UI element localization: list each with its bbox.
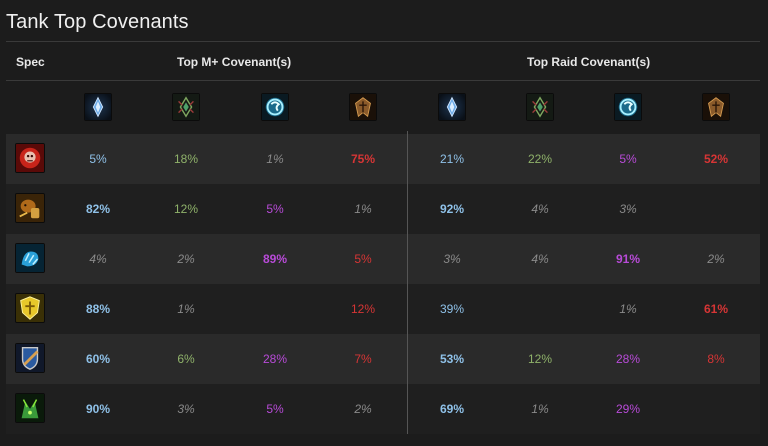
- covenant-percentage-cell: 91%: [615, 252, 641, 266]
- raid-column-header: Top Raid Covenant(s): [527, 55, 651, 69]
- protection-paladin-icon: [15, 293, 45, 323]
- covenant-percentage-cell: 12%: [350, 302, 376, 316]
- venthyr-icon: [349, 93, 377, 121]
- necrolord-icon: [526, 93, 554, 121]
- covenant-percentage-cell: 22%: [527, 152, 553, 166]
- table-row: 5% 18% 1% 75% 21% 22% 5% 52%: [6, 134, 760, 184]
- vengeance-demon-hunter-icon: [15, 393, 45, 423]
- covenant-percentage-cell: 88%: [85, 302, 111, 316]
- covenant-percentage-cell: 5%: [266, 202, 284, 216]
- covenant-percentage-cell: 75%: [350, 152, 376, 166]
- covenant-percentage-cell: 39%: [439, 302, 465, 316]
- table-row: 88% 1% 12% 39% 1% 61%: [6, 284, 760, 334]
- covenant-percentage-cell: 12%: [527, 352, 553, 366]
- mplus-raid-divider: [407, 131, 408, 434]
- covenant-percentage-cell: [245, 284, 305, 334]
- kyrian-icon: [84, 93, 112, 121]
- covenant-percentage-cell: 1%: [266, 152, 284, 166]
- covenant-percentage-cell: 12%: [173, 202, 199, 216]
- covenant-percentage-cell: 1%: [354, 202, 372, 216]
- covenant-percentage-cell: 1%: [619, 302, 637, 316]
- covenant-percentage-cell: 21%: [439, 152, 465, 166]
- night-fae-icon: [261, 93, 289, 121]
- covenant-percentage-cell: 90%: [85, 402, 111, 416]
- covenant-percentage-cell: 61%: [703, 302, 729, 316]
- covenant-percentage-cell: 2%: [354, 402, 372, 416]
- kyrian-icon: [438, 93, 466, 121]
- table-row: 90% 3% 5% 2% 69% 1% 29%: [6, 384, 760, 434]
- covenant-percentage-cell: 8%: [707, 352, 725, 366]
- covenant-percentage-cell: 89%: [262, 252, 288, 266]
- venthyr-icon: [702, 93, 730, 121]
- covenant-percentage-cell: 29%: [615, 402, 641, 416]
- covenant-percentage-cell: 69%: [439, 402, 465, 416]
- table-row: 60% 6% 28% 7% 53% 12% 28% 8%: [6, 334, 760, 384]
- covenant-percentage-cell: 60%: [85, 352, 111, 366]
- brewmaster-monk-icon: [15, 193, 45, 223]
- covenant-percentage-cell: 4%: [531, 202, 549, 216]
- protection-warrior-icon: [15, 343, 45, 373]
- spec-column-header: Spec: [16, 55, 45, 69]
- covenant-percentage-cell: 2%: [707, 252, 725, 266]
- covenant-percentage-cell: [510, 284, 570, 334]
- covenant-percentage-cell: 3%: [177, 402, 195, 416]
- table-row: 82% 12% 5% 1% 92% 4% 3%: [6, 184, 760, 234]
- covenant-percentage-cell: 4%: [531, 252, 549, 266]
- covenant-percentage-cell: 5%: [354, 252, 372, 266]
- header-divider: [6, 80, 760, 81]
- covenant-percentage-cell: 4%: [89, 252, 107, 266]
- covenant-percentage-cell: 3%: [443, 252, 461, 266]
- covenant-percentage-cell: 82%: [85, 202, 111, 216]
- blood-death-knight-icon: [15, 143, 45, 173]
- covenant-percentage-cell: 3%: [619, 202, 637, 216]
- covenant-percentage-cell: 5%: [266, 402, 284, 416]
- covenant-percentage-cell: 92%: [439, 202, 465, 216]
- title-divider: [6, 41, 760, 42]
- covenant-percentage-cell: 52%: [703, 152, 729, 166]
- covenant-percentage-cell: 6%: [177, 352, 195, 366]
- covenant-percentage-cell: 28%: [262, 352, 288, 366]
- necrolord-icon: [172, 93, 200, 121]
- covenant-percentage-cell: 1%: [531, 402, 549, 416]
- covenant-percentage-cell: 53%: [439, 352, 465, 366]
- covenant-percentage-cell: [686, 184, 746, 234]
- covenant-percentage-cell: [686, 384, 746, 434]
- covenant-percentage-cell: 2%: [177, 252, 195, 266]
- covenant-percentage-cell: 1%: [177, 302, 195, 316]
- table-row: 4% 2% 89% 5% 3% 4% 91% 2%: [6, 234, 760, 284]
- covenant-percentage-cell: 5%: [619, 152, 637, 166]
- covenant-percentage-cell: 5%: [89, 152, 107, 166]
- covenant-percentage-cell: 28%: [615, 352, 641, 366]
- covenant-percentage-cell: 7%: [354, 352, 372, 366]
- mplus-column-header: Top M+ Covenant(s): [177, 55, 292, 69]
- page-title: Tank Top Covenants: [6, 11, 189, 33]
- covenant-percentage-cell: 18%: [173, 152, 199, 166]
- night-fae-icon: [614, 93, 642, 121]
- guardian-druid-icon: [15, 243, 45, 273]
